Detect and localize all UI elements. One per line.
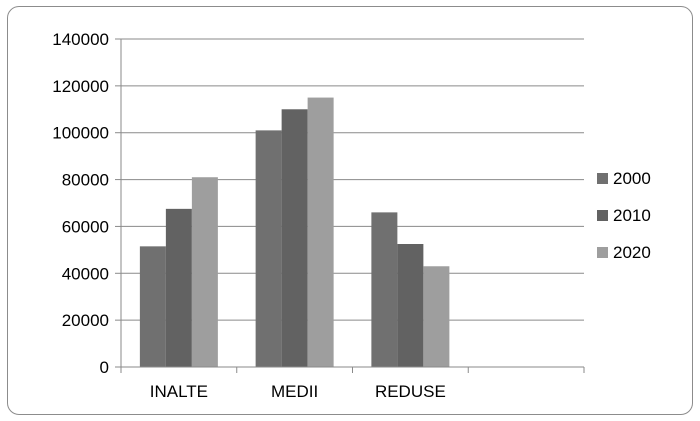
axes — [115, 38, 585, 373]
bar-2000 — [255, 130, 282, 367]
y-tick-label: 120000 — [52, 77, 109, 96]
bar-2000 — [139, 246, 166, 367]
legend-swatch — [597, 247, 608, 258]
y-tick-label: 40000 — [62, 264, 109, 283]
legend: 2000 2010 2020 — [597, 169, 651, 262]
y-tick-label: 60000 — [62, 217, 109, 236]
bar-2000 — [371, 212, 398, 367]
legend-swatch — [597, 210, 608, 221]
bars — [139, 97, 450, 368]
legend-label: 2020 — [613, 243, 651, 262]
y-tick-label: 0 — [100, 358, 109, 377]
x-tick-label: MEDII — [271, 382, 318, 401]
y-tick-label: 80000 — [62, 171, 109, 190]
bar-2010 — [397, 244, 424, 367]
legend-label: 2010 — [613, 206, 651, 225]
y-tick-labels: 0 20000 40000 60000 80000 100000 120000 140000 — [52, 30, 109, 377]
legend-label: 2000 — [613, 169, 651, 188]
y-tick-label: 20000 — [62, 311, 109, 330]
y-tick-label: 100000 — [52, 124, 109, 143]
legend-swatch — [597, 173, 608, 184]
y-tick-label: 140000 — [52, 30, 109, 49]
bar-2010 — [281, 109, 308, 368]
x-tick-label: REDUSE — [375, 382, 446, 401]
bar-2020 — [191, 177, 218, 367]
x-tick-label: INALTE — [150, 382, 208, 401]
bar-2010 — [165, 208, 192, 367]
x-tick-labels: INALTE MEDII REDUSE — [150, 382, 446, 401]
bar-2020 — [423, 266, 450, 367]
bar-2020 — [307, 97, 334, 368]
